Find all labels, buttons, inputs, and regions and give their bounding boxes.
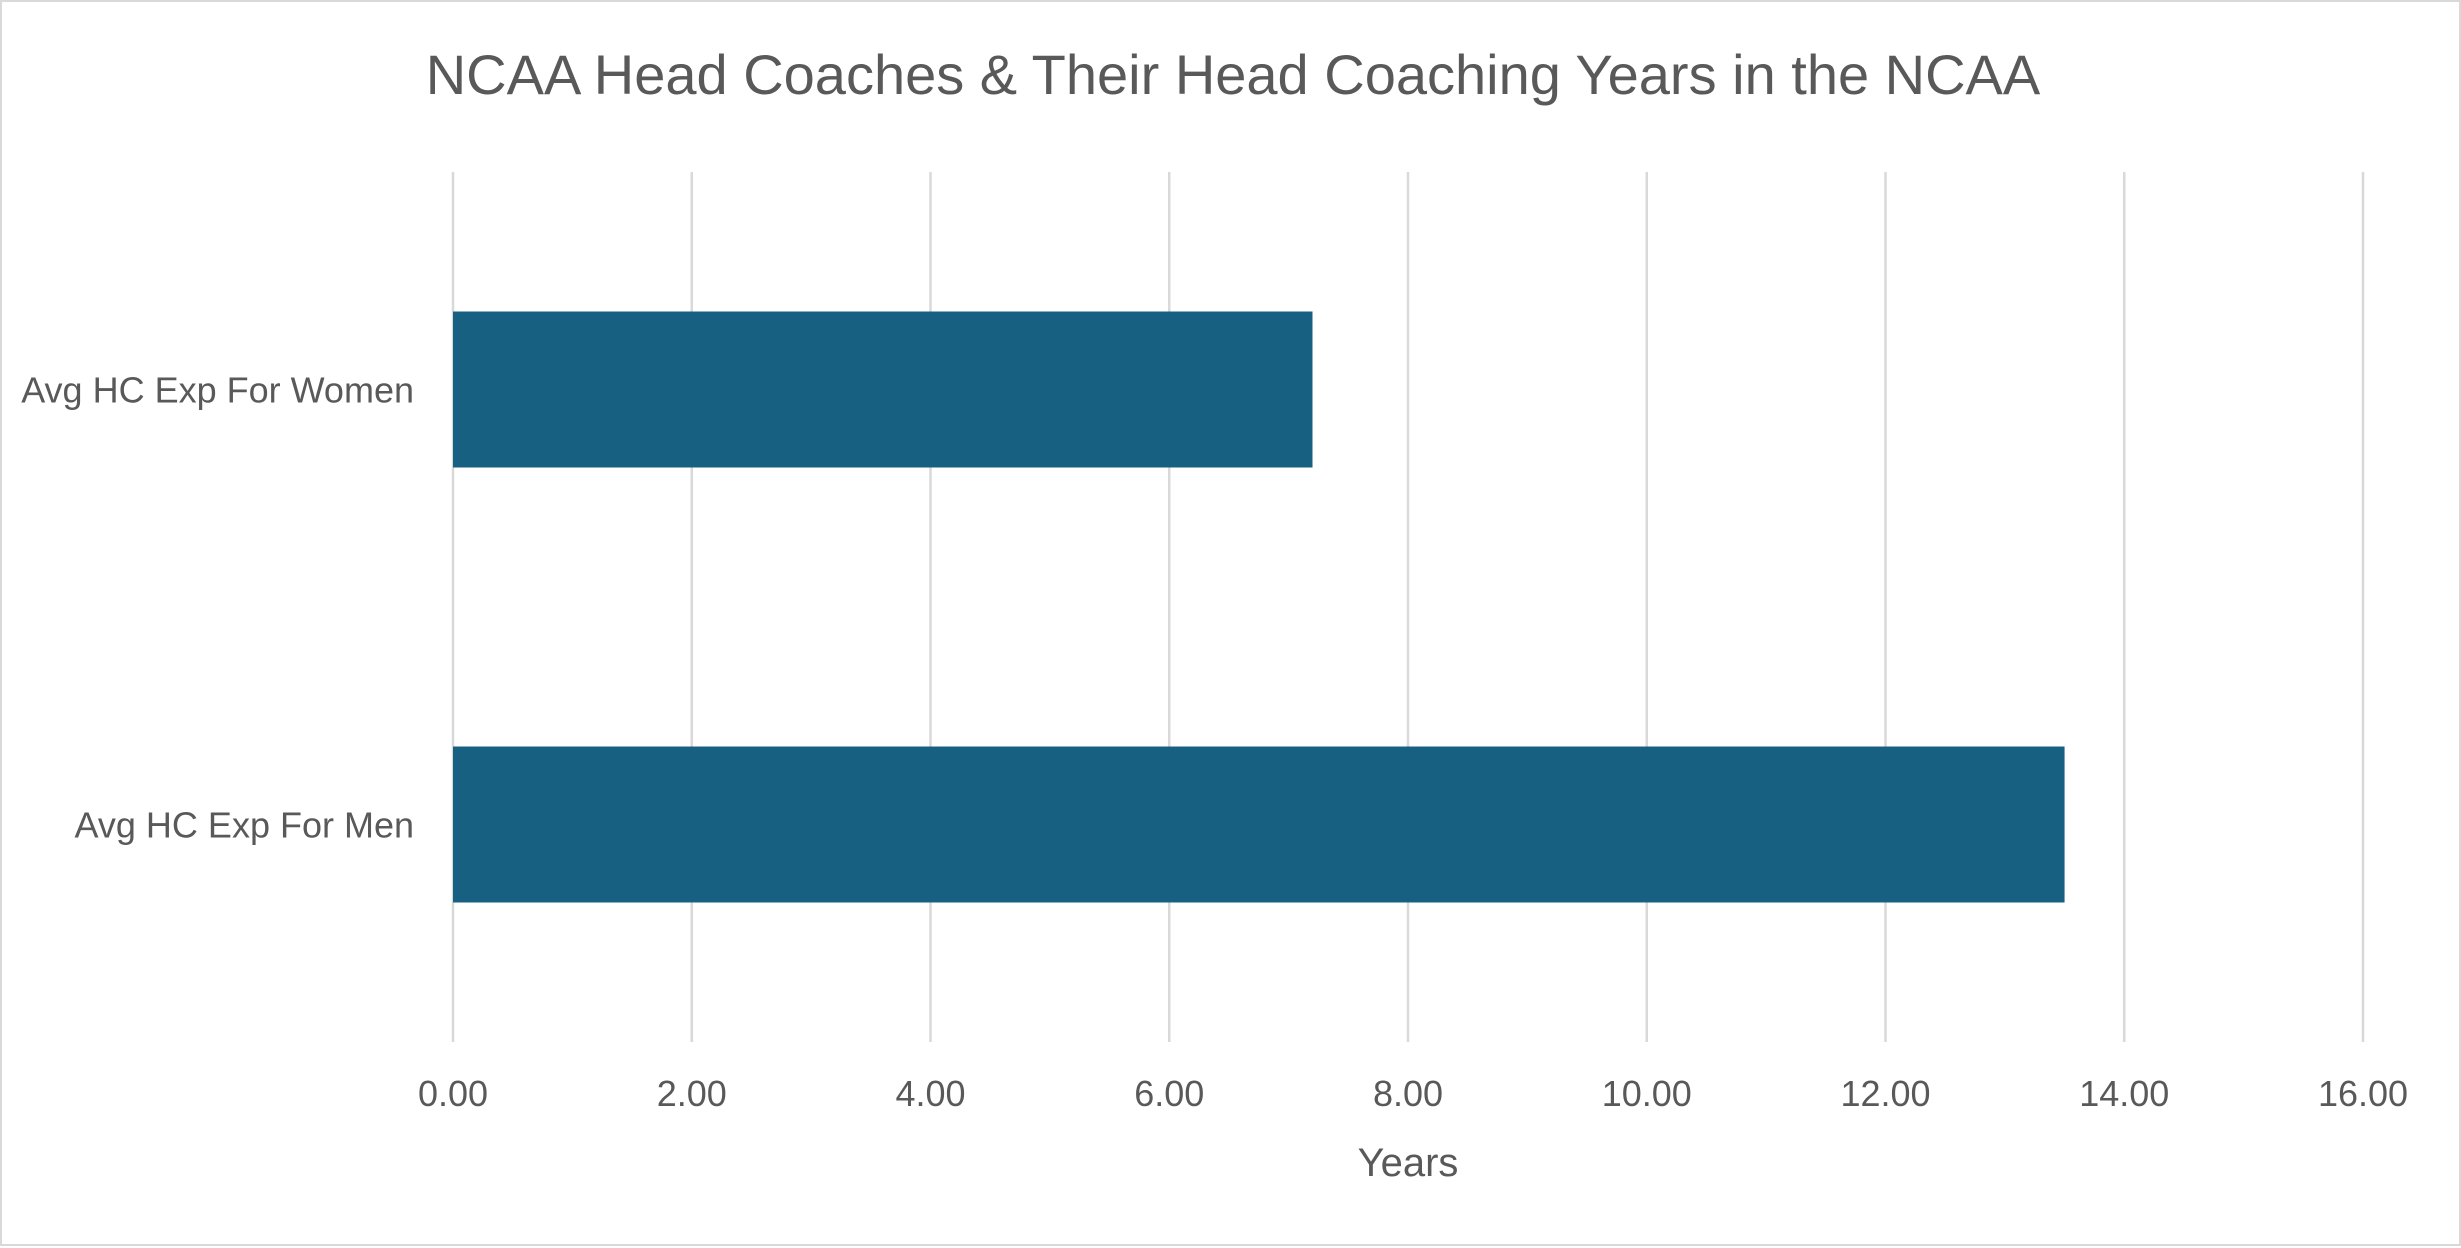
x-tick-label: 6.00 — [1134, 1073, 1204, 1114]
bar-men — [453, 746, 2065, 903]
x-tick-label: 10.00 — [1602, 1073, 1692, 1114]
x-tick-label: 0.00 — [418, 1073, 488, 1114]
category-label: Avg HC Exp For Women — [21, 370, 414, 411]
x-tick-label: 16.00 — [2318, 1073, 2408, 1114]
gridlines — [451, 172, 2365, 1042]
x-tick-label: 8.00 — [1373, 1073, 1443, 1114]
bars — [453, 311, 2065, 903]
x-tick-label: 4.00 — [895, 1073, 965, 1114]
chart-title: NCAA Head Coaches & Their Head Coaching … — [426, 43, 2041, 106]
x-tick-label: 14.00 — [2079, 1073, 2169, 1114]
x-tick-labels: 0.00 2.00 4.00 6.00 8.00 10.00 12.00 14.00 16.00 — [418, 1073, 2408, 1114]
category-labels: Avg HC Exp For Women Avg HC Exp For Men — [21, 370, 414, 846]
x-tick-label: 12.00 — [1840, 1073, 1930, 1114]
x-tick-label: 2.00 — [657, 1073, 727, 1114]
x-axis-title: Years — [1358, 1141, 1459, 1185]
category-label: Avg HC Exp For Men — [75, 805, 414, 846]
bar-women — [453, 311, 1313, 468]
